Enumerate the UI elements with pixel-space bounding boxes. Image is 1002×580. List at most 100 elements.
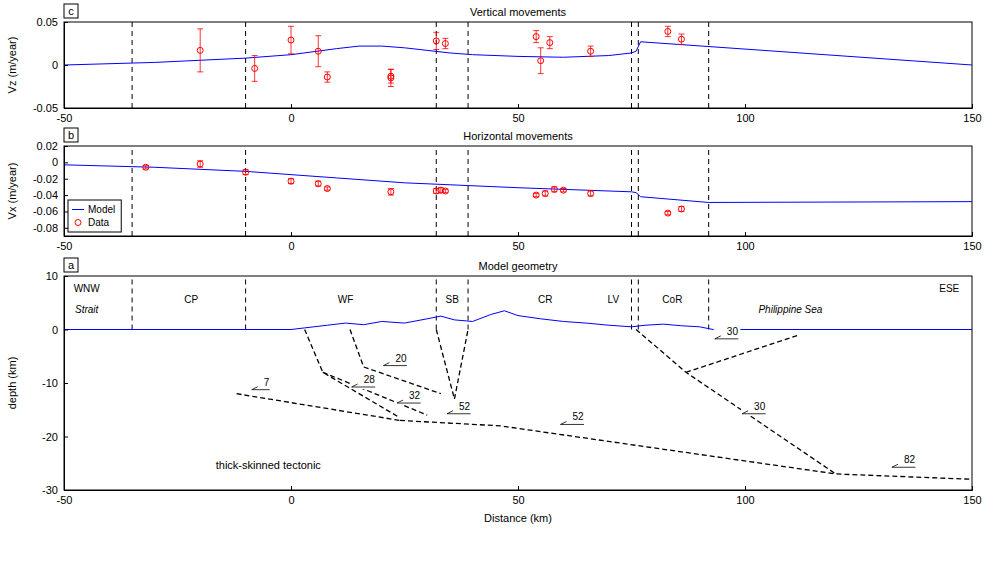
boundary-line [631, 146, 632, 236]
slip-label-bg [251, 376, 272, 392]
tick-mark [64, 195, 68, 196]
data-point [324, 186, 330, 192]
slip-label-group: 82 [891, 453, 918, 469]
fault-line [400, 420, 972, 479]
panel-letter-text: c [68, 5, 74, 17]
error-bar [588, 191, 594, 196]
tick: -20 [42, 431, 68, 443]
data-point [197, 161, 203, 167]
tick-label: 0 [52, 59, 58, 71]
panel-letter-text: a [68, 259, 75, 271]
slip-label-group: 7 [251, 376, 272, 392]
tick-label: 150 [963, 112, 981, 124]
data-point [588, 48, 594, 54]
error-bar [442, 38, 448, 48]
data-point [533, 34, 539, 40]
region-label: ESE [939, 283, 959, 294]
tick-mark [64, 108, 68, 109]
panel: -50050100150-30-20-10010Model geometryde… [6, 258, 982, 524]
tick-label: 100 [736, 112, 754, 124]
tick: 0 [288, 232, 294, 252]
region-label: WNW [74, 283, 101, 294]
tick-mark [972, 104, 973, 108]
error-bar [547, 37, 553, 49]
data-point [678, 206, 684, 212]
fault-line [436, 330, 468, 400]
tick-label: 50 [512, 240, 524, 252]
slip-label-group: 32 [396, 389, 423, 405]
tick-label: -0.05 [33, 102, 58, 114]
boundary-line [468, 22, 469, 108]
tick-label: -30 [42, 484, 58, 496]
slip-label-bg [446, 400, 473, 416]
boundary-line [708, 22, 709, 108]
slip-label-bg [741, 400, 768, 416]
tick-label: -50 [57, 240, 73, 252]
model-line [64, 165, 972, 203]
data-point [665, 28, 671, 34]
slip-label-bg [559, 410, 586, 426]
boundary-line [631, 22, 632, 108]
error-bar [433, 32, 439, 49]
panel-letter-text: b [68, 129, 74, 141]
tick-label: 0 [288, 494, 294, 506]
tick: 50 [512, 232, 524, 252]
data-point [315, 48, 321, 54]
data-point [288, 37, 294, 43]
tick-label: 100 [736, 494, 754, 506]
tick: -0.05 [33, 102, 68, 114]
data-point [442, 41, 448, 47]
panel: -50050100150-0.0500.05Vertical movements… [6, 4, 982, 124]
region-label: SB [445, 294, 459, 305]
axis-line [65, 486, 973, 491]
tick: 100 [736, 486, 754, 506]
tick-label: 150 [963, 240, 981, 252]
x-axis: -50050100150 [57, 486, 982, 506]
legend-box [68, 200, 121, 232]
slip-label-group: 20 [382, 352, 409, 368]
fault-line [636, 330, 836, 474]
legend-label: Model [88, 204, 115, 215]
tick-mark [64, 146, 68, 147]
tick-label: 0.05 [37, 16, 58, 28]
slip-label: 82 [904, 454, 916, 465]
tick-label: 0 [52, 156, 58, 168]
tick-label: 50 [512, 494, 524, 506]
error-bar [143, 166, 149, 169]
tick: 0 [52, 324, 68, 336]
plot-area [64, 276, 972, 479]
slip-label: 30 [727, 326, 739, 337]
error-bar [288, 179, 294, 184]
tick-label: -50 [57, 112, 73, 124]
plot-frame [64, 146, 972, 236]
water-label: Philippine Sea [758, 304, 822, 315]
slip-arrow [715, 336, 739, 339]
plot-frame [64, 276, 972, 490]
boundary-line [132, 146, 133, 236]
tick-label: -0.08 [33, 222, 58, 234]
axis-line [65, 147, 69, 237]
data-point [143, 164, 149, 170]
error-bar [665, 211, 671, 214]
slip-label: 52 [572, 411, 584, 422]
panel-letter-box [64, 4, 78, 18]
slip-label: 7 [264, 377, 270, 388]
x-axis: -50050100150 [57, 104, 982, 124]
boundary-line [638, 276, 639, 330]
boundary-line [638, 146, 639, 236]
data-point [324, 74, 330, 80]
data-point [252, 65, 258, 71]
tick-label: 50 [512, 112, 524, 124]
panel-title: Vertical movements [470, 6, 566, 18]
region-label: CP [184, 294, 198, 305]
panel-title: Horizontal movements [463, 130, 573, 142]
slip-label-group: 30 [714, 325, 741, 341]
slip-label-bg [351, 373, 378, 389]
slip-label: 52 [459, 401, 471, 412]
tick-mark [518, 486, 519, 490]
error-bar [678, 207, 684, 212]
error-bar [533, 31, 539, 43]
slip-arrow [383, 363, 407, 366]
tick-mark [64, 228, 68, 229]
tick-mark [972, 232, 973, 236]
